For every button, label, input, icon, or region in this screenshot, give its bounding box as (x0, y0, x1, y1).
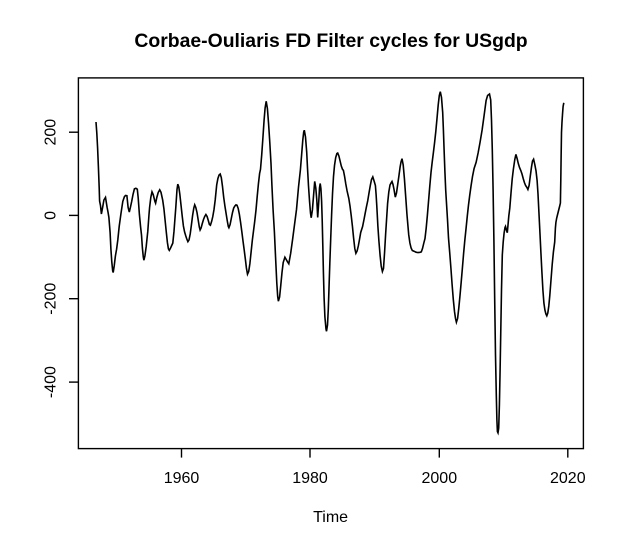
svg-text:Corbae-Ouliaris FD Filter cycl: Corbae-Ouliaris FD Filter cycles for USg… (134, 30, 527, 52)
svg-text:2020: 2020 (550, 470, 586, 487)
svg-text:Time: Time (313, 509, 348, 526)
svg-text:1980: 1980 (292, 470, 328, 487)
svg-text:200: 200 (43, 119, 60, 146)
svg-text:-200: -200 (43, 283, 60, 315)
svg-text:0: 0 (43, 211, 60, 220)
svg-text:2000: 2000 (422, 470, 458, 487)
svg-text:-400: -400 (43, 366, 60, 398)
svg-text:1960: 1960 (164, 470, 200, 487)
